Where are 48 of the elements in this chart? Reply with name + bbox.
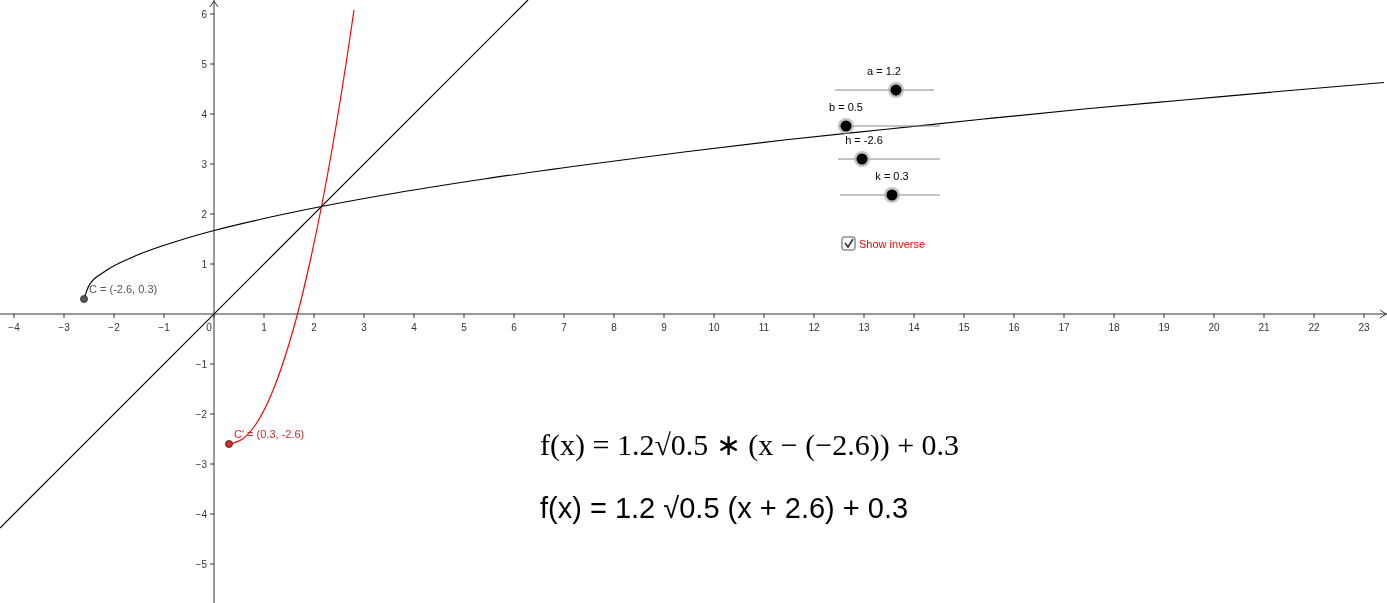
annotation: Show inverse — [859, 238, 926, 250]
x-tick-label: 13 — [858, 322, 870, 333]
x-tick-label: 21 — [1258, 322, 1270, 333]
x-tick-label: 2 — [311, 322, 318, 333]
x-tick-label: 18 — [1108, 322, 1120, 333]
x-tick-label: −4 — [8, 322, 21, 333]
x-tick-label: 10 — [708, 322, 720, 333]
y-tick-label: 4 — [201, 109, 208, 120]
x-tick-label: 9 — [661, 322, 668, 333]
y-tick-label: 6 — [201, 9, 208, 20]
x-tick-label: 5 — [461, 322, 468, 333]
annotation: a = 1.2 — [867, 65, 901, 77]
x-tick-label: 0 — [206, 322, 213, 333]
annotation: f(x) = 1.2 √0.5 (x + 2.6) + 0.3 — [540, 492, 909, 524]
y-tick-label: −5 — [195, 559, 208, 570]
x-tick-label: 22 — [1308, 322, 1320, 333]
x-tick-label: 6 — [511, 322, 518, 333]
annotation: h = -2.6 — [845, 134, 883, 146]
x-tick-label: 15 — [958, 322, 970, 333]
y-tick-label: −3 — [195, 459, 208, 470]
x-tick-label: 1 — [261, 322, 268, 333]
x-tick-label: 4 — [411, 322, 418, 333]
y-tick-label: 3 — [201, 159, 208, 170]
x-tick-label: 17 — [1058, 322, 1070, 333]
x-tick-label: 14 — [908, 322, 920, 333]
annotation: f(x) = 1.2√0.5 ∗ (x − (−2.6)) + 0.3 — [540, 428, 960, 462]
x-tick-label: 23 — [1358, 322, 1370, 333]
x-tick-label: 16 — [1008, 322, 1020, 333]
x-tick-label: −3 — [58, 322, 71, 333]
y-tick-label: −2 — [195, 409, 208, 420]
annotation: C = (-2.6, 0.3) — [89, 283, 158, 295]
x-tick-label: 8 — [611, 322, 618, 333]
x-tick-label: −1 — [158, 322, 171, 333]
y-tick-label: −1 — [195, 359, 208, 370]
y-tick-label: 1 — [201, 259, 208, 270]
x-tick-label: 7 — [561, 322, 568, 333]
x-tick-label: −2 — [108, 322, 121, 333]
x-tick-label: 12 — [808, 322, 820, 333]
x-tick-label: 20 — [1208, 322, 1220, 333]
y-tick-label: 5 — [201, 59, 208, 70]
annotation: b = 0.5 — [829, 101, 863, 113]
x-tick-label: 11 — [758, 322, 770, 333]
annotation: C' = (0.3, -2.6) — [234, 428, 305, 440]
x-tick-label: 3 — [361, 322, 368, 333]
y-tick-label: −4 — [195, 509, 208, 520]
x-tick-label: 19 — [1158, 322, 1170, 333]
y-tick-label: 2 — [201, 209, 208, 220]
annotation: k = 0.3 — [875, 170, 909, 182]
